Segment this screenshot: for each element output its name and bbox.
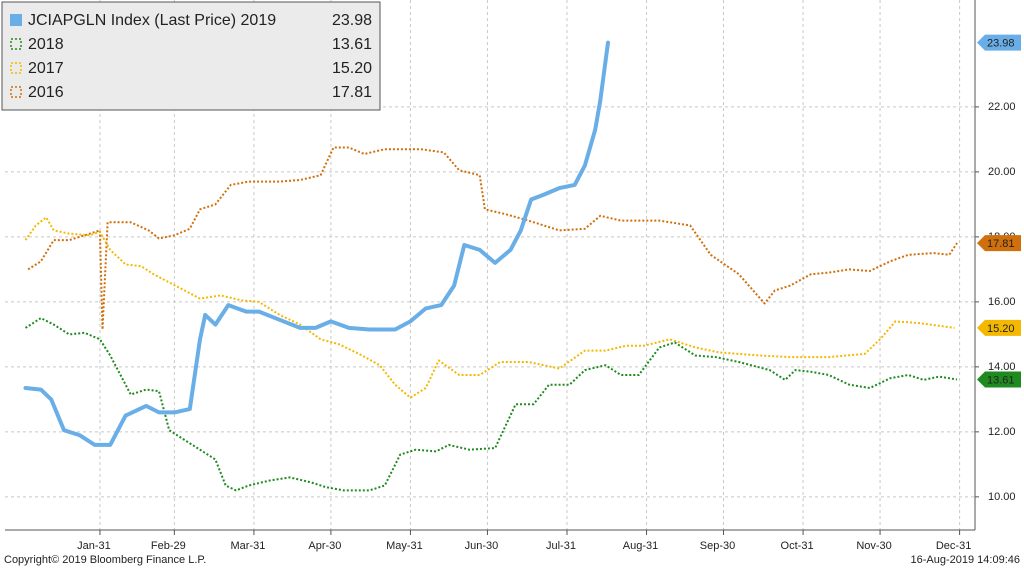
legend-value: 15.20: [332, 60, 372, 77]
y-tick-label: 20.00: [988, 166, 1016, 178]
x-tick-label: Aug-31: [623, 540, 658, 552]
value-tag-label: 23.98: [987, 37, 1015, 49]
legend-swatch: [10, 62, 22, 74]
legend-value: 23.98: [332, 12, 372, 29]
value-tag-shape: [977, 34, 1021, 51]
x-tick-label: Feb-29: [151, 540, 186, 552]
series-line: [23, 40, 610, 447]
x-tick-label: Jun-30: [465, 540, 499, 552]
series-line: [27, 146, 958, 331]
legend-swatch: [10, 86, 22, 98]
timestamp: 16-Aug-2019 14:09:46: [911, 554, 1020, 566]
series-line: [24, 317, 958, 492]
value-tag: 17.81: [977, 235, 1021, 252]
legend: JCIAPGLN Index (Last Price) 2019 23.98 201…: [1, 1, 381, 111]
value-tag: 13.61: [977, 371, 1021, 388]
y-tick-label: 16.00: [988, 296, 1016, 308]
legend-swatch: [10, 38, 22, 50]
value-tag-shape: [977, 371, 1021, 388]
legend-value: 17.81: [332, 84, 372, 101]
value-tag-label: 17.81: [987, 238, 1015, 250]
x-tick-label: Dec-31: [936, 540, 971, 552]
value-tag: 23.98: [977, 34, 1021, 51]
legend-label: 2017: [28, 60, 64, 77]
x-tick-label: May-31: [386, 540, 423, 552]
y-tick-label: 14.00: [988, 361, 1016, 373]
y-tick-label: 22.00: [988, 101, 1016, 113]
x-tick-label: Sep-30: [700, 540, 735, 552]
x-tick-label: Oct-31: [781, 540, 814, 552]
x-tick-label: Jan-31: [77, 540, 111, 552]
value-tag: 15.20: [977, 319, 1021, 336]
x-tick-label: Nov-30: [856, 540, 891, 552]
value-tag-label: 13.61: [987, 374, 1015, 386]
value-tag-shape: [977, 319, 1021, 336]
y-tick-label: 10.00: [988, 491, 1016, 503]
x-tick-label: Jul-31: [546, 540, 576, 552]
copyright: Copyright© 2019 Bloomberg Finance L.P.: [4, 554, 206, 566]
value-tag-label: 15.20: [987, 323, 1015, 335]
legend-swatch: [10, 14, 22, 26]
legend-label: JCIAPGLN Index (Last Price) 2019: [28, 12, 276, 29]
legend-box: [1, 1, 381, 111]
legend-label: 2018: [28, 36, 64, 53]
y-tick-label: 12.00: [988, 426, 1016, 438]
value-tag-shape: [977, 235, 1021, 252]
legend-value: 13.61: [332, 36, 372, 53]
legend-label: 2016: [28, 84, 64, 101]
x-tick-label: Apr-30: [308, 540, 341, 552]
x-tick-label: Mar-31: [230, 540, 265, 552]
